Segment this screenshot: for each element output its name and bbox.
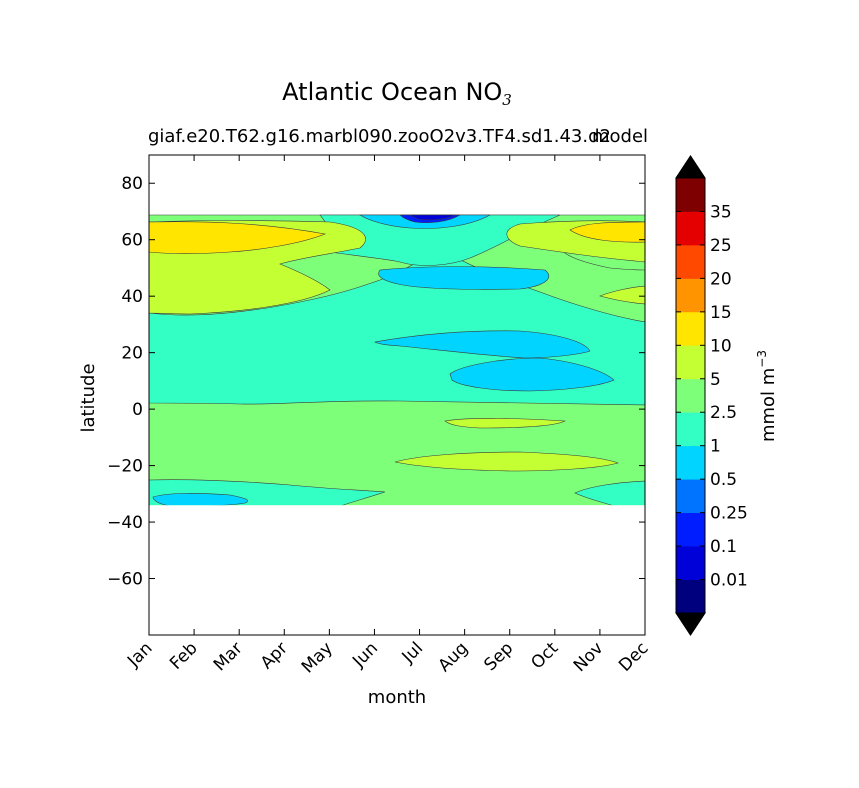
contour-fill — [149, 214, 645, 506]
x-tick-label: Mar — [210, 638, 247, 675]
colorbar-tick-label: 0.01 — [710, 571, 748, 591]
y-tick-label: −40 — [107, 513, 143, 533]
chart-subtitle-right: model — [592, 126, 649, 147]
contour-south-1-2p5-right — [574, 480, 645, 506]
x-tick-label: Apr — [257, 638, 292, 673]
contour-north-min-0p1 — [409, 214, 456, 221]
colorbar: 0.01 0.1 0.25 0.5 1 2.5 5 10 15 20 25 35 mmol m−3 — [675, 155, 779, 636]
colorbar-extend-min — [675, 612, 706, 636]
y-tick-label: 80 — [121, 174, 143, 194]
chart-title-subscript: 3 — [502, 91, 512, 109]
x-axis-label: month — [368, 687, 426, 708]
colorbar-extend-max — [675, 155, 706, 179]
colorbar-segment — [676, 178, 705, 212]
colorbar-segment — [676, 244, 705, 279]
colorbar-segment — [676, 412, 705, 447]
colorbar-tick-label: 2.5 — [710, 403, 737, 423]
chart-title: Atlantic Ocean NO3 — [0, 78, 794, 109]
colorbar-segment — [676, 479, 705, 514]
colorbar-tick-label: 25 — [710, 236, 732, 256]
colorbar-segment — [676, 579, 705, 614]
contour-eq-5-10-a — [444, 418, 567, 429]
plot-area — [149, 214, 645, 506]
colorbar-tick-label: 1 — [710, 437, 721, 457]
x-tick-label: Jul — [398, 638, 427, 667]
contour-min-0p5-1-lower — [449, 357, 615, 392]
y-tick-label: 0 — [132, 400, 143, 420]
x-tick-label: Dec — [615, 638, 652, 675]
chart-subtitle-left: giaf.e20.T62.g16.marbl090.zooO2v3.TF4.sd… — [148, 126, 611, 147]
colorbar-tick-label: 0.5 — [710, 470, 737, 490]
x-tick-label: Oct — [527, 638, 562, 673]
contour-eq-5-10-b — [394, 451, 619, 472]
y-tick-label: −20 — [107, 457, 143, 477]
axes-frame — [148, 154, 646, 636]
y-axis-label: latitude — [78, 363, 99, 432]
colorbar-label-exponent: −3 — [755, 350, 769, 368]
colorbar-segment — [676, 345, 705, 380]
colorbar-tick-label: 0.1 — [710, 537, 737, 557]
y-tick-label: 40 — [121, 287, 143, 307]
chart-title-text: Atlantic Ocean NO — [282, 78, 503, 106]
colorbar-outline — [675, 155, 706, 636]
y-tick-label: 20 — [121, 344, 143, 364]
colorbar-segment — [676, 512, 705, 547]
x-tick-label: Aug — [435, 638, 473, 676]
colorbar-segment — [676, 445, 705, 480]
colorbar-tick-label: 0.25 — [710, 504, 748, 524]
x-tick-label: Jan — [123, 638, 156, 671]
colorbar-segment — [676, 211, 705, 246]
contour-east-10-15 — [569, 221, 645, 243]
colorbar-segment — [676, 546, 705, 580]
contour-min-0p5-1-north — [378, 266, 550, 290]
colorbar-label: mmol m−3 — [755, 350, 779, 442]
colorbar-segment — [676, 311, 705, 346]
colorbar-tick-label: 5 — [710, 370, 721, 390]
colorbar-segment — [676, 278, 705, 313]
x-tick-label: Nov — [570, 638, 608, 676]
x-tick-label: May — [298, 638, 337, 677]
contour-min-0p5-1-upper — [374, 330, 591, 359]
y-tick-label: −60 — [107, 570, 143, 590]
colorbar-tick-label: 20 — [710, 269, 732, 289]
x-tick-label: Jun — [348, 638, 382, 672]
colorbar-tick-label: 10 — [710, 336, 732, 356]
colorbar-segment — [676, 378, 705, 413]
y-tick-label: 60 — [121, 231, 143, 251]
x-tick-label: Sep — [480, 638, 517, 675]
contour-min-0p5-1-south — [152, 493, 249, 506]
contour-west-10-15 — [149, 221, 327, 254]
contour-east-low-5-10 — [599, 285, 645, 305]
x-tick-label: Feb — [166, 638, 201, 673]
colorbar-tick-label: 35 — [710, 202, 732, 222]
colorbar-tick-label: 15 — [710, 303, 732, 323]
